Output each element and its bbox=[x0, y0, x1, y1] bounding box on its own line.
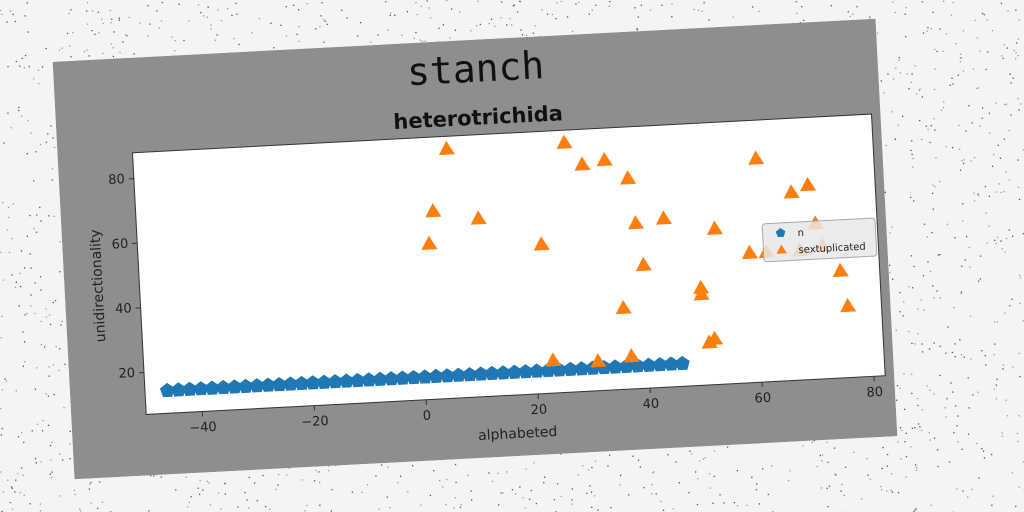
point-sextuplicated bbox=[628, 215, 645, 230]
point-sextuplicated bbox=[545, 352, 562, 367]
legend: n sextuplicated bbox=[761, 217, 878, 263]
point-sextuplicated bbox=[620, 170, 637, 185]
chart-title: stanch bbox=[406, 43, 545, 94]
x-tick-label: −40 bbox=[189, 420, 217, 436]
x-tick-label: 20 bbox=[530, 402, 547, 418]
plot-area bbox=[131, 113, 886, 415]
point-sextuplicated bbox=[783, 184, 800, 199]
point-sextuplicated bbox=[693, 286, 710, 301]
legend-label-sextuplicated: sextuplicated bbox=[798, 242, 866, 257]
legend-marker-sextuplicated bbox=[776, 244, 787, 254]
x-tick-label: −20 bbox=[301, 414, 329, 430]
point-sextuplicated bbox=[635, 256, 652, 272]
legend-box bbox=[761, 217, 878, 263]
legend-label-n: n bbox=[797, 228, 804, 239]
chart: stanch heterotrichida −40 −20 0 20 40 60 80 20… bbox=[52, 18, 898, 480]
x-tick-label: 40 bbox=[642, 397, 659, 413]
y-tick-label: 40 bbox=[115, 301, 132, 317]
point-sextuplicated bbox=[470, 210, 487, 225]
x-tick-label: 0 bbox=[422, 409, 431, 424]
point-sextuplicated bbox=[438, 140, 455, 156]
x-tick-label: 80 bbox=[866, 385, 883, 401]
x-tick-label: 60 bbox=[754, 391, 771, 407]
point-sextuplicated bbox=[425, 203, 442, 218]
point-sextuplicated bbox=[421, 235, 438, 250]
point-sextuplicated bbox=[556, 134, 573, 149]
point-sextuplicated bbox=[596, 151, 613, 167]
point-sextuplicated bbox=[840, 297, 857, 313]
point-sextuplicated bbox=[741, 244, 759, 260]
point-sextuplicated bbox=[615, 299, 632, 315]
point-sextuplicated bbox=[655, 210, 672, 225]
y-tick-label: 20 bbox=[118, 366, 135, 382]
y-axis-label: unidirectionality bbox=[87, 229, 109, 343]
figure: stanch heterotrichida −40 −20 0 20 40 60 80 20… bbox=[52, 18, 898, 480]
x-axis: −40 −20 0 20 40 60 80 bbox=[189, 376, 884, 436]
point-sextuplicated bbox=[590, 353, 607, 368]
point-n bbox=[674, 355, 690, 371]
point-sextuplicated bbox=[707, 330, 724, 346]
legend-marker-n bbox=[775, 227, 786, 238]
x-axis-label: alphabeted bbox=[478, 424, 558, 444]
point-sextuplicated bbox=[706, 220, 723, 235]
y-tick-label: 80 bbox=[108, 172, 125, 188]
point-sextuplicated bbox=[748, 150, 765, 165]
data-marks bbox=[159, 134, 857, 398]
y-axis: 20 40 60 80 bbox=[108, 172, 145, 382]
point-sextuplicated bbox=[574, 156, 591, 171]
point-sextuplicated bbox=[623, 348, 640, 363]
point-sextuplicated bbox=[832, 262, 849, 278]
y-tick-label: 60 bbox=[111, 237, 128, 253]
point-sextuplicated bbox=[533, 236, 550, 251]
point-sextuplicated bbox=[800, 176, 817, 192]
